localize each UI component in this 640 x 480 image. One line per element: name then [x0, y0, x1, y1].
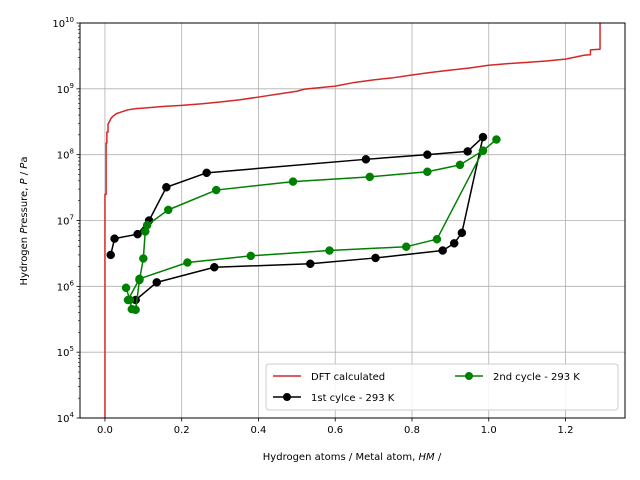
data-point — [202, 168, 211, 178]
data-point — [423, 167, 432, 177]
legend-entry-1: DFT calculated — [273, 372, 385, 383]
x-tick-label: 0.4 — [251, 425, 267, 436]
legend-label: 1st cylce - 293 K — [311, 393, 395, 404]
data-point — [123, 295, 133, 305]
series-3 — [121, 135, 501, 315]
legend-entry-3: 2nd cycle - 293 K — [455, 372, 580, 383]
data-point — [306, 259, 315, 269]
data-point — [139, 254, 148, 263]
data-point — [121, 283, 131, 293]
data-point — [478, 132, 488, 142]
data-point — [463, 147, 472, 156]
series-layer — [104, 23, 601, 418]
x-axis-label: Hydrogen atoms / Metal atom, HM / — [263, 452, 442, 463]
data-point — [212, 185, 221, 195]
y-tick-label: 109 — [57, 82, 74, 96]
series-line — [104, 23, 601, 418]
data-point — [246, 251, 256, 261]
legend-label: DFT calculated — [311, 372, 385, 383]
data-point — [106, 250, 115, 260]
data-point — [371, 253, 380, 263]
x-tick-label: 0.2 — [174, 425, 190, 436]
data-point — [133, 229, 142, 239]
x-tick-label: 0.6 — [327, 425, 343, 436]
data-point — [455, 160, 465, 170]
data-point — [423, 150, 432, 159]
data-point — [401, 242, 411, 251]
x-tick-label: 0.0 — [97, 425, 113, 436]
y-axis-label: Hydrogen Pressure, P / Pa — [19, 157, 30, 286]
x-tick-label: 0.8 — [404, 425, 420, 436]
data-point — [438, 246, 447, 255]
data-point — [183, 258, 192, 267]
data-point — [110, 234, 119, 243]
data-point — [164, 205, 173, 215]
series-line — [125, 138, 498, 311]
data-point — [135, 274, 144, 284]
series-1 — [104, 23, 601, 418]
data-point — [142, 220, 152, 230]
y-tick-label: 105 — [57, 345, 74, 359]
data-point — [457, 228, 467, 238]
legend-swatch-marker — [465, 372, 473, 380]
axes: 0.0 0.2 0.4 0.6 0.8 1.0 1.2 104 105 106 107 108 109 1… — [52, 16, 573, 436]
data-point — [210, 262, 219, 272]
data-point — [288, 177, 298, 186]
data-point — [131, 305, 140, 315]
legend-entry-2: 1st cylce - 293 K — [273, 393, 395, 404]
y-tick-label: 106 — [57, 279, 75, 293]
x-tick-label: 1.2 — [558, 425, 574, 436]
data-point — [432, 234, 442, 244]
data-point — [365, 172, 375, 182]
y-tick-label: 108 — [57, 148, 74, 162]
legend-swatch-marker — [283, 393, 291, 401]
y-tick-label: 1010 — [52, 16, 74, 30]
data-point — [325, 246, 334, 255]
data-point — [478, 146, 488, 155]
legend-label: 2nd cycle - 293 K — [493, 372, 580, 383]
data-point — [152, 278, 162, 287]
y-tick-label: 107 — [57, 214, 74, 228]
data-point — [449, 239, 459, 248]
data-point — [162, 182, 171, 192]
legend: DFT calculated 1st cylce - 293 K 2nd cycle… — [265, 363, 619, 411]
legend-frame — [265, 363, 619, 411]
data-point — [361, 155, 371, 164]
y-tick-label: 104 — [57, 411, 75, 425]
data-point — [492, 135, 501, 144]
x-tick-label: 1.0 — [481, 425, 497, 436]
